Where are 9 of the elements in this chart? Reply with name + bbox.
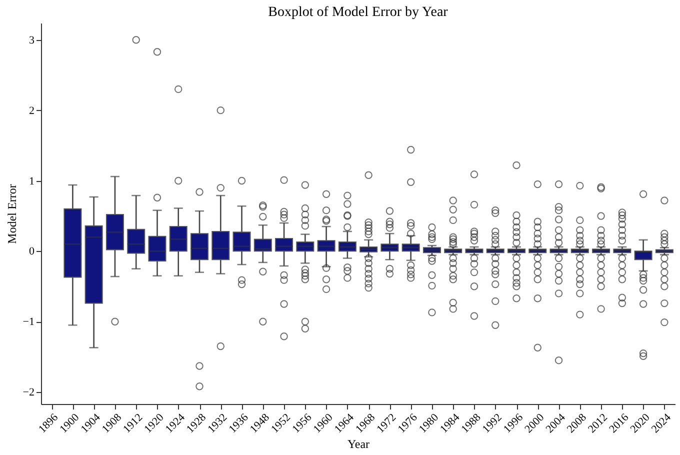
y-tick-label: 0 — [29, 246, 35, 258]
chart-title: Boxplot of Model Error by Year — [268, 5, 448, 20]
y-axis-title: Model Error — [4, 184, 19, 244]
y-tick-label: 3 — [29, 34, 35, 46]
y-tick-label: 1 — [29, 175, 34, 188]
y-tick-label: −2 — [22, 386, 34, 399]
y-tick-label: −1 — [22, 316, 34, 328]
y-tick-label: 2 — [29, 104, 34, 117]
x-axis-title: Year — [347, 436, 370, 451]
